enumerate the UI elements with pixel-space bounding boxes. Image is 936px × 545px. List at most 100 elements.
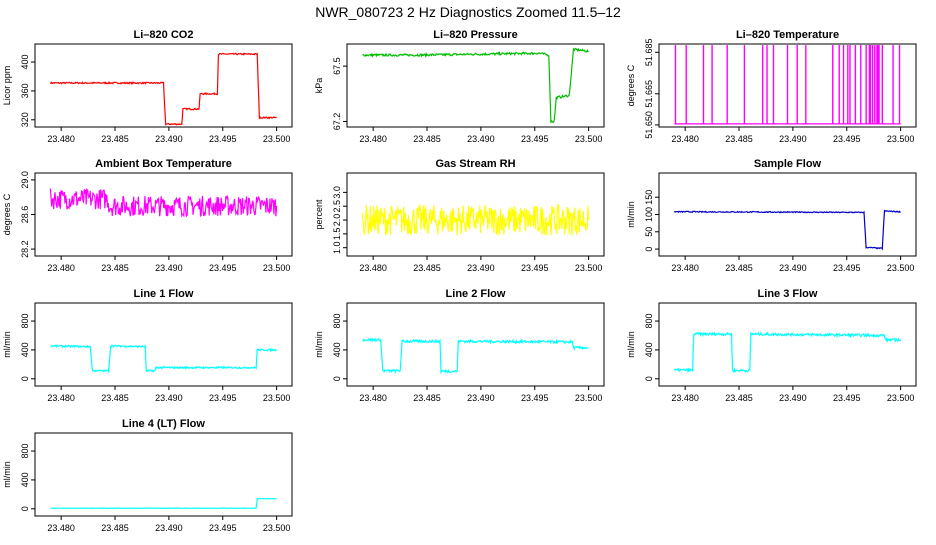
y-axis-label: ml/min	[626, 201, 636, 228]
x-tick-label: 23.485	[101, 134, 129, 144]
y-tick-label: 50	[644, 227, 654, 237]
x-tick-label: 23.485	[725, 263, 753, 273]
y-tick-label: 400	[332, 342, 342, 357]
series-line-1	[673, 331, 902, 374]
x-tick-label: 23.490	[155, 263, 183, 273]
series-line-1	[673, 209, 901, 251]
y-tick-label: 67.5	[332, 57, 342, 75]
chart-title: Line 2 Flow	[446, 288, 506, 300]
x-tick-label: 23.500	[263, 263, 291, 273]
plot-frame	[658, 43, 917, 128]
y-tick-label: 150	[644, 190, 654, 205]
x-tick-label: 23.485	[101, 263, 129, 273]
x-tick-label: 23.490	[155, 523, 183, 533]
y-tick-label: 51.650	[644, 111, 654, 139]
x-tick-label: 23.490	[155, 134, 183, 144]
y-tick-label: 800	[644, 314, 654, 329]
series-line-1	[362, 47, 589, 124]
x-tick-label: 23.500	[263, 523, 291, 533]
x-tick-label: 23.480	[47, 263, 75, 273]
y-axis-label: ml/min	[2, 461, 12, 488]
x-tick-label: 23.490	[779, 393, 807, 403]
x-tick-label: 23.495	[521, 393, 549, 403]
x-tick-label: 23.480	[47, 134, 75, 144]
x-tick-label: 23.485	[413, 263, 441, 273]
y-tick-label: 0	[644, 247, 654, 252]
x-tick-label: 23.500	[575, 134, 603, 144]
series-line-1	[50, 497, 277, 510]
y-tick-label: 400	[20, 342, 30, 357]
x-tick-label: 23.500	[887, 263, 915, 273]
y-tick-label: 400	[20, 472, 30, 487]
x-tick-label: 23.480	[359, 134, 387, 144]
x-tick-label: 23.480	[47, 393, 75, 403]
x-tick-label: 23.485	[413, 134, 441, 144]
y-tick-label: 1.5	[332, 228, 342, 241]
y-tick-label: 400	[20, 55, 30, 70]
x-tick-label: 23.485	[725, 134, 753, 144]
chart-panel-7: Line 1 Flow ml/min 23.480 23.485 23.490 23.49…	[2, 288, 293, 403]
y-axis-label: kPa	[314, 78, 324, 94]
y-tick-label: 28.6	[20, 206, 30, 224]
x-tick-label: 23.485	[725, 393, 753, 403]
x-tick-label: 23.500	[575, 263, 603, 273]
plot-frame	[34, 43, 293, 128]
chart-title: Gas Stream RH	[435, 158, 515, 170]
x-tick-label: 23.495	[833, 393, 861, 403]
x-tick-label: 23.480	[47, 523, 75, 533]
y-tick-label: 0	[332, 376, 342, 381]
y-tick-label: 67.2	[332, 113, 342, 131]
chart-title: Li–820 Temperature	[736, 29, 839, 41]
plot-frame	[34, 172, 293, 257]
x-tick-label: 23.480	[671, 263, 699, 273]
series-line-1	[361, 204, 590, 237]
y-axis-label: Licor ppm	[2, 66, 12, 106]
y-tick-label: 800	[20, 314, 30, 329]
x-tick-label: 23.485	[101, 523, 129, 533]
y-tick-label: 0	[644, 376, 654, 381]
chart-title: Line 1 Flow	[134, 288, 194, 300]
chart-panel-5: Gas Stream RH percent 23.480 23.485 23.490 23…	[314, 158, 605, 273]
chart-title: Li–820 CO2	[134, 29, 194, 41]
x-tick-label: 23.485	[101, 393, 129, 403]
chart-panel-3: Li–820 Temperature degrees C 23.480 23.485 2…	[626, 29, 917, 144]
series-line-1	[50, 344, 278, 374]
chart-panel-9: Line 3 Flow ml/min 23.480 23.485 23.490 23.49…	[626, 288, 917, 403]
y-axis-label: degrees C	[2, 193, 12, 235]
plot-frame	[34, 302, 293, 387]
x-tick-label: 23.485	[413, 393, 441, 403]
y-axis-label: percent	[314, 199, 324, 230]
series-line-1	[49, 188, 278, 218]
y-axis-label: ml/min	[626, 331, 636, 358]
y-tick-label: 1.0	[332, 241, 342, 254]
x-tick-label: 23.495	[209, 393, 237, 403]
y-axis-label: degrees C	[626, 64, 636, 106]
chart-title: Line 4 (LT) Flow	[122, 418, 205, 430]
x-tick-label: 23.495	[209, 523, 237, 533]
x-tick-label: 23.495	[833, 134, 861, 144]
y-tick-label: 51.685	[644, 39, 654, 67]
x-tick-label: 23.490	[779, 263, 807, 273]
x-tick-label: 23.480	[671, 393, 699, 403]
chart-title: Line 3 Flow	[758, 288, 818, 300]
x-tick-label: 23.500	[887, 134, 915, 144]
y-tick-label: 800	[20, 444, 30, 459]
x-tick-label: 23.500	[575, 393, 603, 403]
y-tick-label: 800	[332, 314, 342, 329]
y-tick-label: 100	[644, 207, 654, 222]
chart-panel-10: Line 4 (LT) Flow ml/min 23.480 23.485 23.490…	[2, 418, 293, 533]
chart-title: Sample Flow	[754, 158, 822, 170]
y-tick-label: 29.0	[20, 171, 30, 189]
y-tick-label: 3.0	[332, 186, 342, 199]
y-tick-label: 28.2	[20, 240, 30, 258]
x-tick-label: 23.495	[521, 263, 549, 273]
y-tick-label: 320	[20, 112, 30, 127]
x-tick-label: 23.495	[833, 263, 861, 273]
x-tick-label: 23.490	[467, 393, 495, 403]
x-tick-label: 23.495	[209, 134, 237, 144]
y-tick-label: 2.0	[332, 214, 342, 227]
x-tick-label: 23.500	[263, 134, 291, 144]
plot-frame	[34, 432, 293, 517]
x-tick-label: 23.490	[155, 393, 183, 403]
